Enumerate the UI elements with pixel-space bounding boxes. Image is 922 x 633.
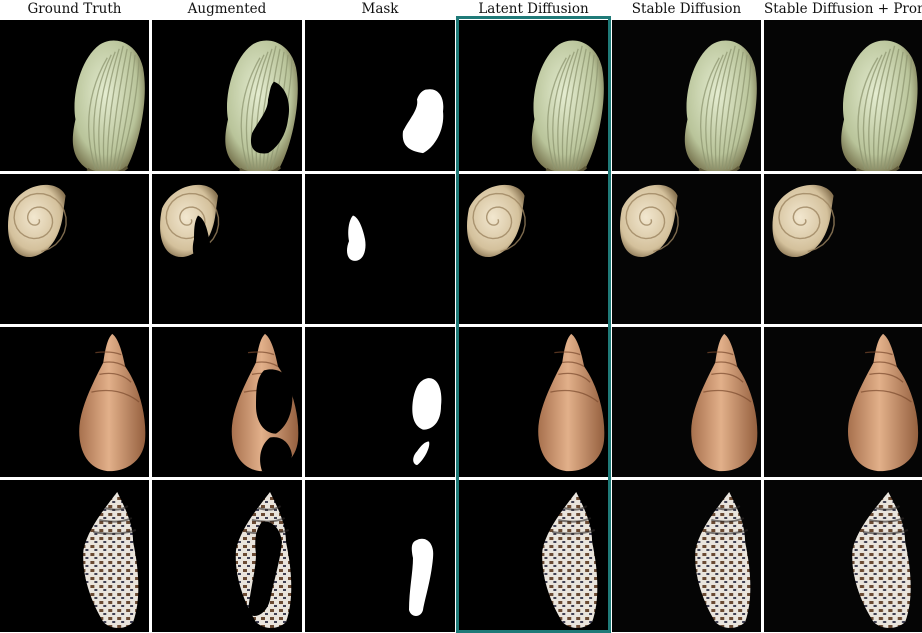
spiral-shell-stable-diffusion-prompt-graphic [772, 184, 835, 258]
column-header-augmented: Augmented [187, 1, 267, 17]
image-spotted-shell-stable-diffusion-prompt [764, 480, 922, 632]
image-scallop-shell-latent-diffusion [459, 20, 608, 171]
spiral-shell-stable-diffusion-graphic [619, 184, 679, 258]
spiral-shell-ground-truth-graphic [7, 184, 67, 258]
spiral-shell-augmented-graphic [160, 184, 220, 261]
scallop-shell-mask-graphic [402, 89, 444, 154]
image-scallop-shell-stable-diffusion-prompt [764, 20, 922, 171]
image-spiral-shell-stable-diffusion [612, 174, 761, 324]
image-spiral-shell-ground-truth [0, 174, 149, 324]
spotted-shell-stable-diffusion-prompt-graphic [852, 492, 911, 628]
image-scallop-shell-ground-truth [0, 20, 149, 171]
scallop-shell-stable-diffusion-prompt-graphic [841, 40, 918, 171]
column-header-ground-truth: Ground Truth [27, 1, 122, 17]
image-scallop-shell-mask [305, 20, 455, 171]
spotted-shell-ground-truth-graphic [83, 492, 139, 628]
conical-shell-latent-diffusion-graphic [538, 333, 605, 472]
image-conical-shell-augmented [152, 327, 302, 477]
spotted-shell-latent-diffusion-graphic [542, 492, 598, 628]
image-spotted-shell-latent-diffusion [459, 480, 608, 632]
scallop-shell-latent-diffusion-graphic [531, 40, 604, 171]
image-spotted-shell-ground-truth [0, 480, 149, 632]
scallop-shell-ground-truth-graphic [72, 40, 145, 171]
image-spotted-shell-stable-diffusion [612, 480, 761, 632]
spiral-shell-mask-graphic [347, 215, 366, 261]
image-spotted-shell-augmented [152, 480, 302, 632]
column-header-latent-diffusion: Latent Diffusion [478, 1, 589, 17]
spotted-shell-augmented-graphic [235, 492, 292, 628]
image-scallop-shell-augmented [152, 20, 302, 171]
scallop-shell-augmented-graphic [225, 40, 298, 171]
image-spiral-shell-mask [305, 174, 455, 324]
spiral-shell-latent-diffusion-graphic [466, 184, 526, 258]
conical-shell-stable-diffusion-graphic [691, 333, 758, 472]
column-header-mask: Mask [361, 1, 399, 17]
conical-shell-augmented-graphic [231, 333, 299, 472]
image-conical-shell-ground-truth [0, 327, 149, 477]
spotted-shell-mask-graphic [409, 538, 434, 616]
conical-shell-mask-graphic [412, 378, 442, 466]
image-spiral-shell-stable-diffusion-prompt [764, 174, 922, 324]
scallop-shell-stable-diffusion-graphic [684, 40, 757, 171]
image-conical-shell-mask [305, 327, 455, 477]
image-conical-shell-stable-diffusion-prompt [764, 327, 922, 477]
image-spiral-shell-latent-diffusion [459, 174, 608, 324]
image-spiral-shell-augmented [152, 174, 302, 324]
column-header-stable-diffusion: Stable Diffusion [631, 1, 742, 17]
image-spotted-shell-mask [305, 480, 455, 632]
spotted-shell-stable-diffusion-graphic [695, 492, 751, 628]
conical-shell-stable-diffusion-prompt-graphic [848, 333, 919, 472]
conical-shell-ground-truth-graphic [79, 333, 146, 472]
image-conical-shell-latent-diffusion [459, 327, 608, 477]
image-conical-shell-stable-diffusion [612, 327, 761, 477]
image-scallop-shell-stable-diffusion [612, 20, 761, 171]
column-header-stable-diffusion-prompt: Stable Diffusion + Prompt [764, 1, 922, 17]
